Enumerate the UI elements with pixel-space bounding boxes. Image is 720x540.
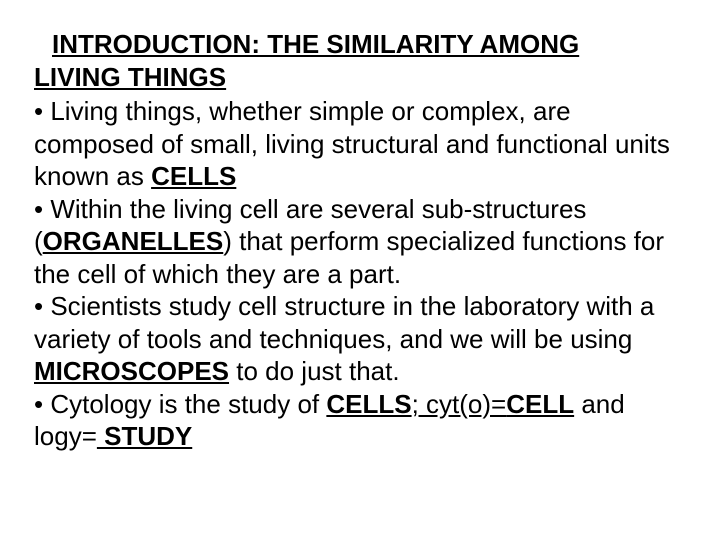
heading-line-1: INTRODUCTION: THE SIMILARITY AMONG bbox=[34, 29, 579, 59]
bullet-text: ; cyt(o)= bbox=[412, 389, 507, 419]
bullet-strong: CELLS bbox=[151, 161, 236, 191]
slide: INTRODUCTION: THE SIMILARITY AMONG LIVIN… bbox=[0, 0, 720, 540]
bullet-item: • Living things, whether simple or compl… bbox=[34, 95, 686, 193]
bullet-text: • Scientists study cell structure in the… bbox=[34, 291, 654, 354]
slide-heading: INTRODUCTION: THE SIMILARITY AMONG LIVIN… bbox=[34, 28, 686, 93]
bullet-text: to do just that. bbox=[229, 356, 400, 386]
bullet-list: • Living things, whether simple or compl… bbox=[34, 95, 686, 453]
bullet-strong: MICROSCOPES bbox=[34, 356, 229, 386]
bullet-strong: CELL bbox=[506, 389, 574, 419]
bullet-strong: STUDY bbox=[97, 421, 192, 451]
bullet-strong: ORGANELLES bbox=[43, 226, 224, 256]
heading-line-2: LIVING THINGS bbox=[34, 62, 226, 92]
bullet-strong: CELLS bbox=[326, 389, 411, 419]
bullet-item: • Scientists study cell structure in the… bbox=[34, 290, 686, 388]
bullet-item: • Within the living cell are several sub… bbox=[34, 193, 686, 291]
bullet-item: • Cytology is the study of CELLS; cyt(o)… bbox=[34, 388, 686, 453]
bullet-text: • Living things, whether simple or compl… bbox=[34, 96, 670, 191]
bullet-text: • Cytology is the study of bbox=[34, 389, 326, 419]
